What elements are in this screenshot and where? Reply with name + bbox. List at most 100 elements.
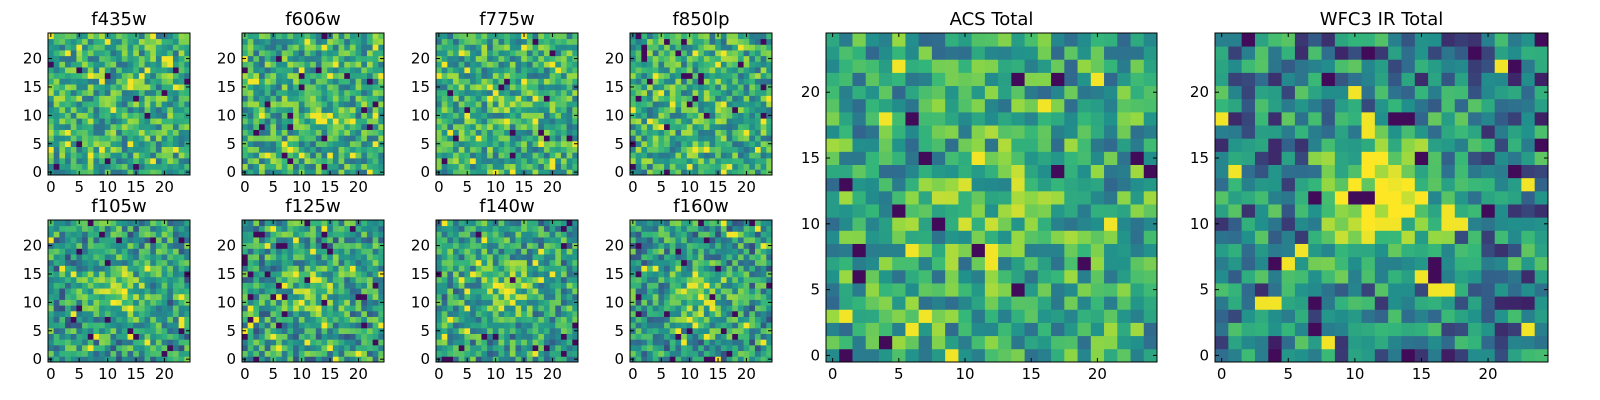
heatmap-cell — [178, 288, 185, 295]
heatmap-cell — [155, 356, 162, 363]
heatmap-cell — [155, 135, 162, 142]
heatmap-cell — [366, 146, 374, 153]
heatmap-cell — [515, 225, 522, 232]
heatmap-cell — [155, 95, 162, 102]
heatmap-cell — [270, 316, 277, 323]
heatmap-cell — [366, 271, 374, 278]
heatmap-cell — [270, 50, 277, 57]
heatmap-cell — [635, 38, 642, 45]
heatmap-cell — [366, 350, 374, 357]
heatmap-cell — [133, 146, 140, 153]
heatmap-cell — [361, 101, 368, 108]
heatmap-cell — [647, 146, 654, 153]
heatmap-cell — [566, 101, 573, 108]
heatmap-cell — [338, 50, 345, 57]
heatmap-cell — [453, 248, 460, 255]
heatmap-cell — [566, 146, 573, 153]
heatmap-cell — [709, 288, 716, 295]
heatmap-cell — [481, 33, 488, 40]
heatmap-cell — [669, 282, 676, 289]
heatmap-cell — [53, 61, 60, 68]
heatmap-cell — [293, 78, 300, 85]
heatmap-cell — [538, 282, 545, 289]
heatmap-cell — [475, 254, 482, 261]
heatmap-cell — [247, 118, 254, 125]
heatmap-cell — [150, 299, 157, 306]
heatmap-cell — [732, 288, 739, 295]
heatmap-cell — [310, 50, 317, 57]
heatmap-cell — [481, 44, 488, 51]
heatmap-cell — [344, 146, 351, 153]
heatmap-cell — [538, 293, 545, 300]
heatmap-cell — [310, 38, 317, 45]
heatmap-cell — [675, 146, 682, 153]
heatmap-cell — [481, 265, 488, 272]
heatmap-cell — [470, 67, 477, 74]
heatmap-cell — [555, 112, 562, 119]
heatmap-cell — [532, 299, 539, 306]
heatmap-cell — [726, 310, 733, 317]
heatmap-cell — [754, 95, 762, 102]
heatmap-cell — [664, 106, 671, 113]
heatmap-cell — [515, 237, 522, 244]
heatmap-cell — [453, 259, 460, 266]
heatmap-cell — [167, 118, 174, 125]
heatmap-cell — [355, 265, 362, 272]
heatmap-cell — [732, 72, 739, 79]
heatmap-cell — [53, 288, 60, 295]
heatmap-cell — [538, 135, 545, 142]
heatmap-cell — [538, 146, 545, 153]
heatmap-cell — [355, 310, 362, 317]
heatmap-cell — [247, 50, 254, 57]
heatmap-cell — [253, 163, 260, 170]
heatmap-cell — [82, 288, 89, 295]
heatmap-cell — [549, 163, 556, 170]
heatmap-cell — [327, 225, 334, 232]
heatmap-cell — [464, 276, 471, 283]
heatmap-cell — [133, 225, 140, 232]
heatmap-cell — [338, 350, 345, 357]
heatmap-cell — [82, 67, 89, 74]
heatmap-cell — [453, 157, 460, 165]
heatmap-cell — [361, 305, 368, 312]
heatmap-cell — [127, 84, 134, 91]
heatmap-cell — [327, 78, 334, 85]
heatmap-cell — [692, 129, 699, 136]
heatmap-cell — [161, 106, 168, 113]
heatmap-cell — [155, 316, 162, 323]
heatmap-cell — [99, 95, 106, 102]
heatmap-cell — [521, 305, 528, 312]
heatmap-cell — [760, 78, 767, 85]
heatmap-cell — [310, 254, 317, 261]
heatmap-cell — [349, 225, 356, 232]
heatmap-cell — [664, 293, 671, 300]
heatmap-cell — [82, 33, 89, 40]
heatmap-cell — [155, 333, 162, 340]
heatmap-cell — [481, 38, 488, 45]
heatmap-cell — [304, 220, 311, 227]
heatmap-cell — [715, 140, 722, 147]
heatmap-cell — [555, 265, 562, 272]
heatmap-cell — [253, 55, 260, 62]
heatmap-cell — [737, 157, 744, 165]
heatmap-cell — [321, 339, 328, 346]
heatmap-cell — [298, 265, 305, 272]
heatmap-cell — [692, 350, 699, 357]
heatmap-cell — [338, 38, 345, 45]
heatmap-cell — [760, 140, 767, 147]
heatmap-cell — [104, 333, 111, 340]
heatmap-cell — [53, 299, 60, 306]
heatmap-cell — [658, 146, 665, 153]
heatmap-cell — [65, 356, 72, 363]
heatmap-cell — [521, 293, 528, 300]
heatmap-cell — [532, 316, 539, 323]
heatmap-cell — [447, 254, 454, 261]
heatmap-cell — [652, 169, 659, 176]
x-tick-label: 20 — [155, 178, 174, 196]
heatmap-cell — [487, 135, 494, 142]
heatmap-cell — [549, 254, 556, 261]
heatmap-cell — [566, 157, 573, 165]
heatmap-cell — [155, 67, 162, 74]
heatmap-cell — [304, 55, 311, 62]
heatmap-cell — [253, 242, 260, 249]
